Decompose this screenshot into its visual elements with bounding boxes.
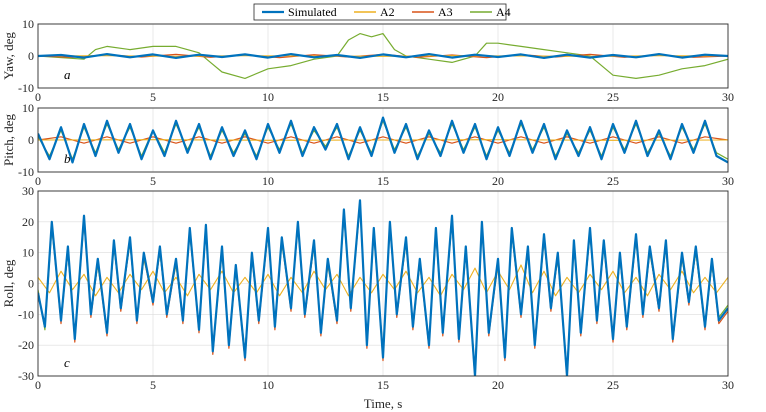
- series-line-pitch-a2: [38, 139, 728, 141]
- series-line-roll-a2: [38, 264, 728, 297]
- x-tick-label: 5: [150, 174, 156, 188]
- y-axis-title-pitch: Pitch, deg: [1, 114, 16, 166]
- x-tick-label: 0: [35, 378, 41, 392]
- series-line-yaw-a4: [38, 33, 728, 79]
- legend-label-a2: A2: [380, 5, 395, 19]
- y-tick-label: 30: [22, 184, 34, 198]
- series-line-pitch-simulated: [38, 116, 728, 164]
- x-tick-label: 25: [607, 90, 619, 104]
- axis-frame-yaw: [37, 23, 729, 89]
- panel-label-pitch: b: [64, 151, 71, 166]
- y-tick-label: -10: [18, 165, 34, 179]
- x-tick-label: 10: [262, 90, 274, 104]
- y-tick-label: -10: [18, 307, 34, 321]
- y-tick-label: -20: [18, 338, 34, 352]
- x-tick-label: 25: [607, 378, 619, 392]
- legend-label-a3: A3: [438, 5, 453, 19]
- y-tick-label: 0: [28, 133, 34, 147]
- x-tick-label: 0: [35, 90, 41, 104]
- panel-roll: 0 5 10 15 20 25 30 -30 -20 -10 0 10 20 30 Roll, deg c: [1, 184, 734, 392]
- x-tick-label: 15: [377, 174, 389, 188]
- x-tick-label: 30: [722, 90, 734, 104]
- panel-label-roll: c: [64, 355, 70, 370]
- x-tick-label: 10: [262, 174, 274, 188]
- y-tick-label: -30: [18, 369, 34, 383]
- x-tick-label: 30: [722, 378, 734, 392]
- y-tick-label: 0: [28, 49, 34, 63]
- x-tick-label: 30: [722, 174, 734, 188]
- series-line-pitch-a3: [38, 136, 728, 144]
- series-line-yaw-simulated: [38, 53, 728, 59]
- x-tick-label: 10: [262, 378, 274, 392]
- legend-box: [253, 3, 507, 21]
- x-tick-label: 20: [492, 378, 504, 392]
- x-tick-label: 15: [377, 90, 389, 104]
- x-tick-label: 5: [150, 378, 156, 392]
- y-tick-label: 10: [22, 17, 34, 31]
- x-axis-title: Time, s: [364, 396, 403, 411]
- legend-label-a4: A4: [496, 5, 511, 19]
- x-tick-label: 0: [35, 174, 41, 188]
- x-tick-label: 20: [492, 90, 504, 104]
- axis-frame-pitch: [37, 107, 729, 173]
- y-tick-label: 20: [22, 215, 34, 229]
- legend: Simulated A2 A3 A4: [253, 3, 511, 21]
- x-tick-label: 20: [492, 174, 504, 188]
- y-tick-label: -10: [18, 81, 34, 95]
- axis-frame-roll: [37, 190, 729, 377]
- y-axis-title-roll: Roll, deg: [1, 259, 16, 307]
- x-tick-label: 15: [377, 378, 389, 392]
- series-line-roll-simulated: [38, 199, 728, 376]
- x-tick-label: 5: [150, 90, 156, 104]
- y-tick-label: 10: [22, 101, 34, 115]
- panel-label-yaw: a: [64, 67, 71, 82]
- series-line-roll-a3: [38, 202, 728, 376]
- legend-label-simulated: Simulated: [288, 5, 337, 19]
- y-axis-title-yaw: Yaw, deg: [1, 32, 16, 80]
- y-tick-label: 0: [28, 277, 34, 291]
- y-tick-label: 10: [22, 246, 34, 260]
- x-tick-label: 25: [607, 174, 619, 188]
